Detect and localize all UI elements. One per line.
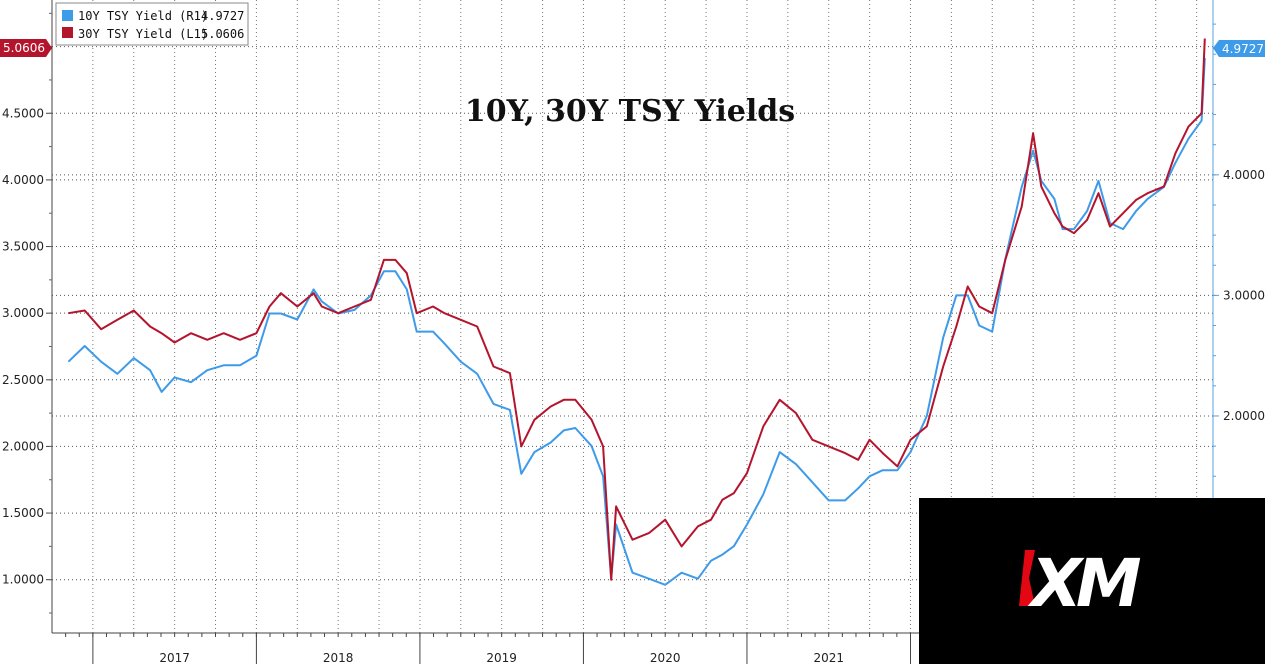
left-tick-label: 1.5000 — [2, 506, 44, 520]
chart-title: 10Y, 30Y TSY Yields — [465, 94, 795, 129]
left-tick-label: 4.0000 — [2, 173, 44, 187]
x-axis-ticks: 2017 2018 2019 2020 2021 — [65, 633, 1211, 664]
left-tick-label: 2.5000 — [2, 373, 44, 387]
x-tick-label: 2019 — [486, 651, 517, 664]
left-y-ticks: 1.0000 1.5000 2.0000 2.5000 3.0000 3.5000 4.00… — [2, 12, 52, 614]
left-tick-label: 2.0000 — [2, 439, 44, 453]
xm-logo-panel: XM — [919, 498, 1265, 664]
x-tick-label: 2017 — [159, 651, 190, 664]
left-tick-label: 3.0000 — [2, 306, 44, 320]
xm-logo: XM — [1019, 546, 1147, 610]
right-tick-label: 2.0000 — [1223, 409, 1265, 423]
badge-10y-text: 4.9727 — [1222, 42, 1264, 56]
x-tick-label: 2020 — [650, 651, 681, 664]
logo-text: XM — [1027, 546, 1141, 610]
left-tick-label: 4.5000 — [2, 106, 44, 120]
x-tick-label: 2018 — [323, 651, 354, 664]
x-tick-label: 2021 — [813, 651, 844, 664]
series-10y-line — [67, 57, 1206, 586]
right-tick-label: 3.0000 — [1223, 288, 1265, 302]
left-tick-label: 3.5000 — [2, 240, 44, 254]
logo-accent-icon — [1019, 550, 1035, 606]
legend: 10Y TSY Yield (R1) 4.9727 30Y TSY Yield … — [55, 2, 249, 46]
last-value-badge-10y: 4.9727 — [1213, 40, 1265, 57]
legend-label-30y: 30Y TSY Yield (L1) — [78, 27, 208, 41]
legend-value-30y: 5.0606 — [201, 27, 244, 41]
series-30y-line — [68, 38, 1206, 581]
legend-value-10y: 4.9727 — [201, 9, 244, 23]
legend-box — [55, 2, 249, 46]
left-tick-label: 1.0000 — [2, 573, 44, 587]
series-lines — [67, 38, 1206, 586]
last-value-badge-30y: 5.0606 — [0, 39, 52, 57]
legend-label-10y: 10Y TSY Yield (R1) — [78, 9, 208, 23]
grid — [52, 0, 1213, 633]
legend-swatch-10y — [62, 10, 73, 21]
right-y-ticks: 2.0000 3.0000 4.0000 — [1213, 23, 1265, 477]
badge-30y-text: 5.0606 — [3, 41, 45, 55]
right-tick-label: 4.0000 — [1223, 168, 1265, 182]
legend-swatch-30y — [62, 27, 73, 38]
